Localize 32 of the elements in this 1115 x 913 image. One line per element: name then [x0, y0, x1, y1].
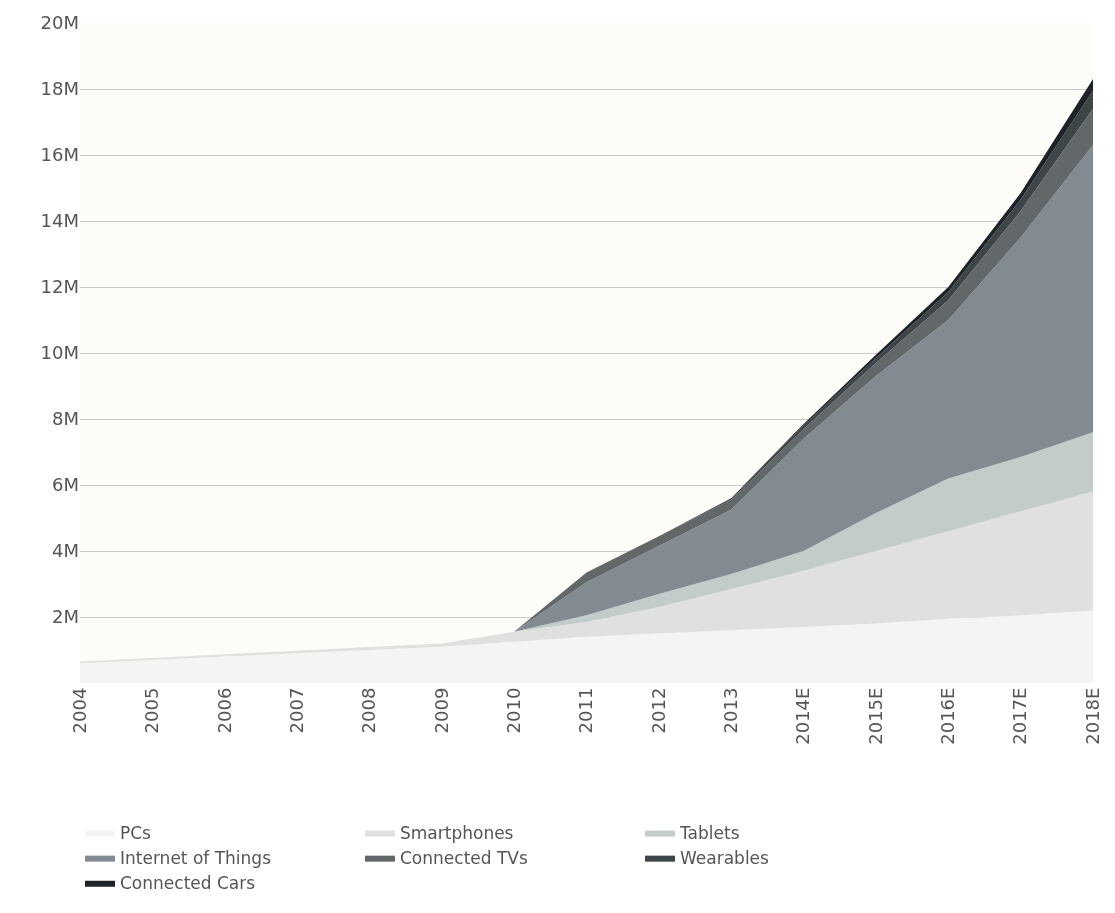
x-tick-label: 2013	[720, 687, 742, 734]
y-tick-label: 12M	[40, 276, 79, 298]
x-tick-label: 2004	[68, 687, 90, 734]
y-tick-label: 8M	[52, 408, 79, 430]
x-tick-label: 2018E	[1081, 687, 1103, 745]
legend-label: Smartphones	[400, 823, 514, 844]
y-tick-label: 6M	[52, 474, 79, 496]
y-tick-label: 18M	[40, 78, 79, 100]
legend-label: Wearables	[680, 848, 770, 869]
y-tick-label: 14M	[40, 210, 79, 232]
legend-label: Connected Cars	[120, 873, 256, 894]
legend-label: Connected TVs	[400, 848, 528, 869]
y-tick-label: 20M	[40, 12, 79, 34]
x-tick-label: 2005	[141, 687, 163, 734]
x-tick-label: 2012	[647, 687, 669, 734]
y-tick-label: 2M	[52, 606, 79, 628]
x-tick-label: 2015E	[864, 687, 886, 745]
y-tick-label: 10M	[40, 342, 79, 364]
legend-label: PCs	[120, 823, 152, 844]
legend-label: Internet of Things	[120, 848, 272, 869]
x-tick-label: 2006	[213, 687, 235, 734]
x-tick-label: 2007	[285, 687, 307, 734]
x-tick-label: 2009	[430, 687, 452, 734]
x-tick-label: 2017E	[1009, 687, 1031, 745]
y-tick-label: 4M	[52, 540, 79, 562]
y-tick-label: 16M	[40, 144, 79, 166]
x-tick-label: 2014E	[792, 687, 814, 745]
x-tick-label: 2016E	[937, 687, 959, 745]
x-tick-label: 2008	[358, 687, 380, 734]
legend-label: Tablets	[679, 823, 740, 844]
x-tick-label: 2011	[575, 687, 597, 734]
x-tick-label: 2010	[502, 687, 524, 734]
